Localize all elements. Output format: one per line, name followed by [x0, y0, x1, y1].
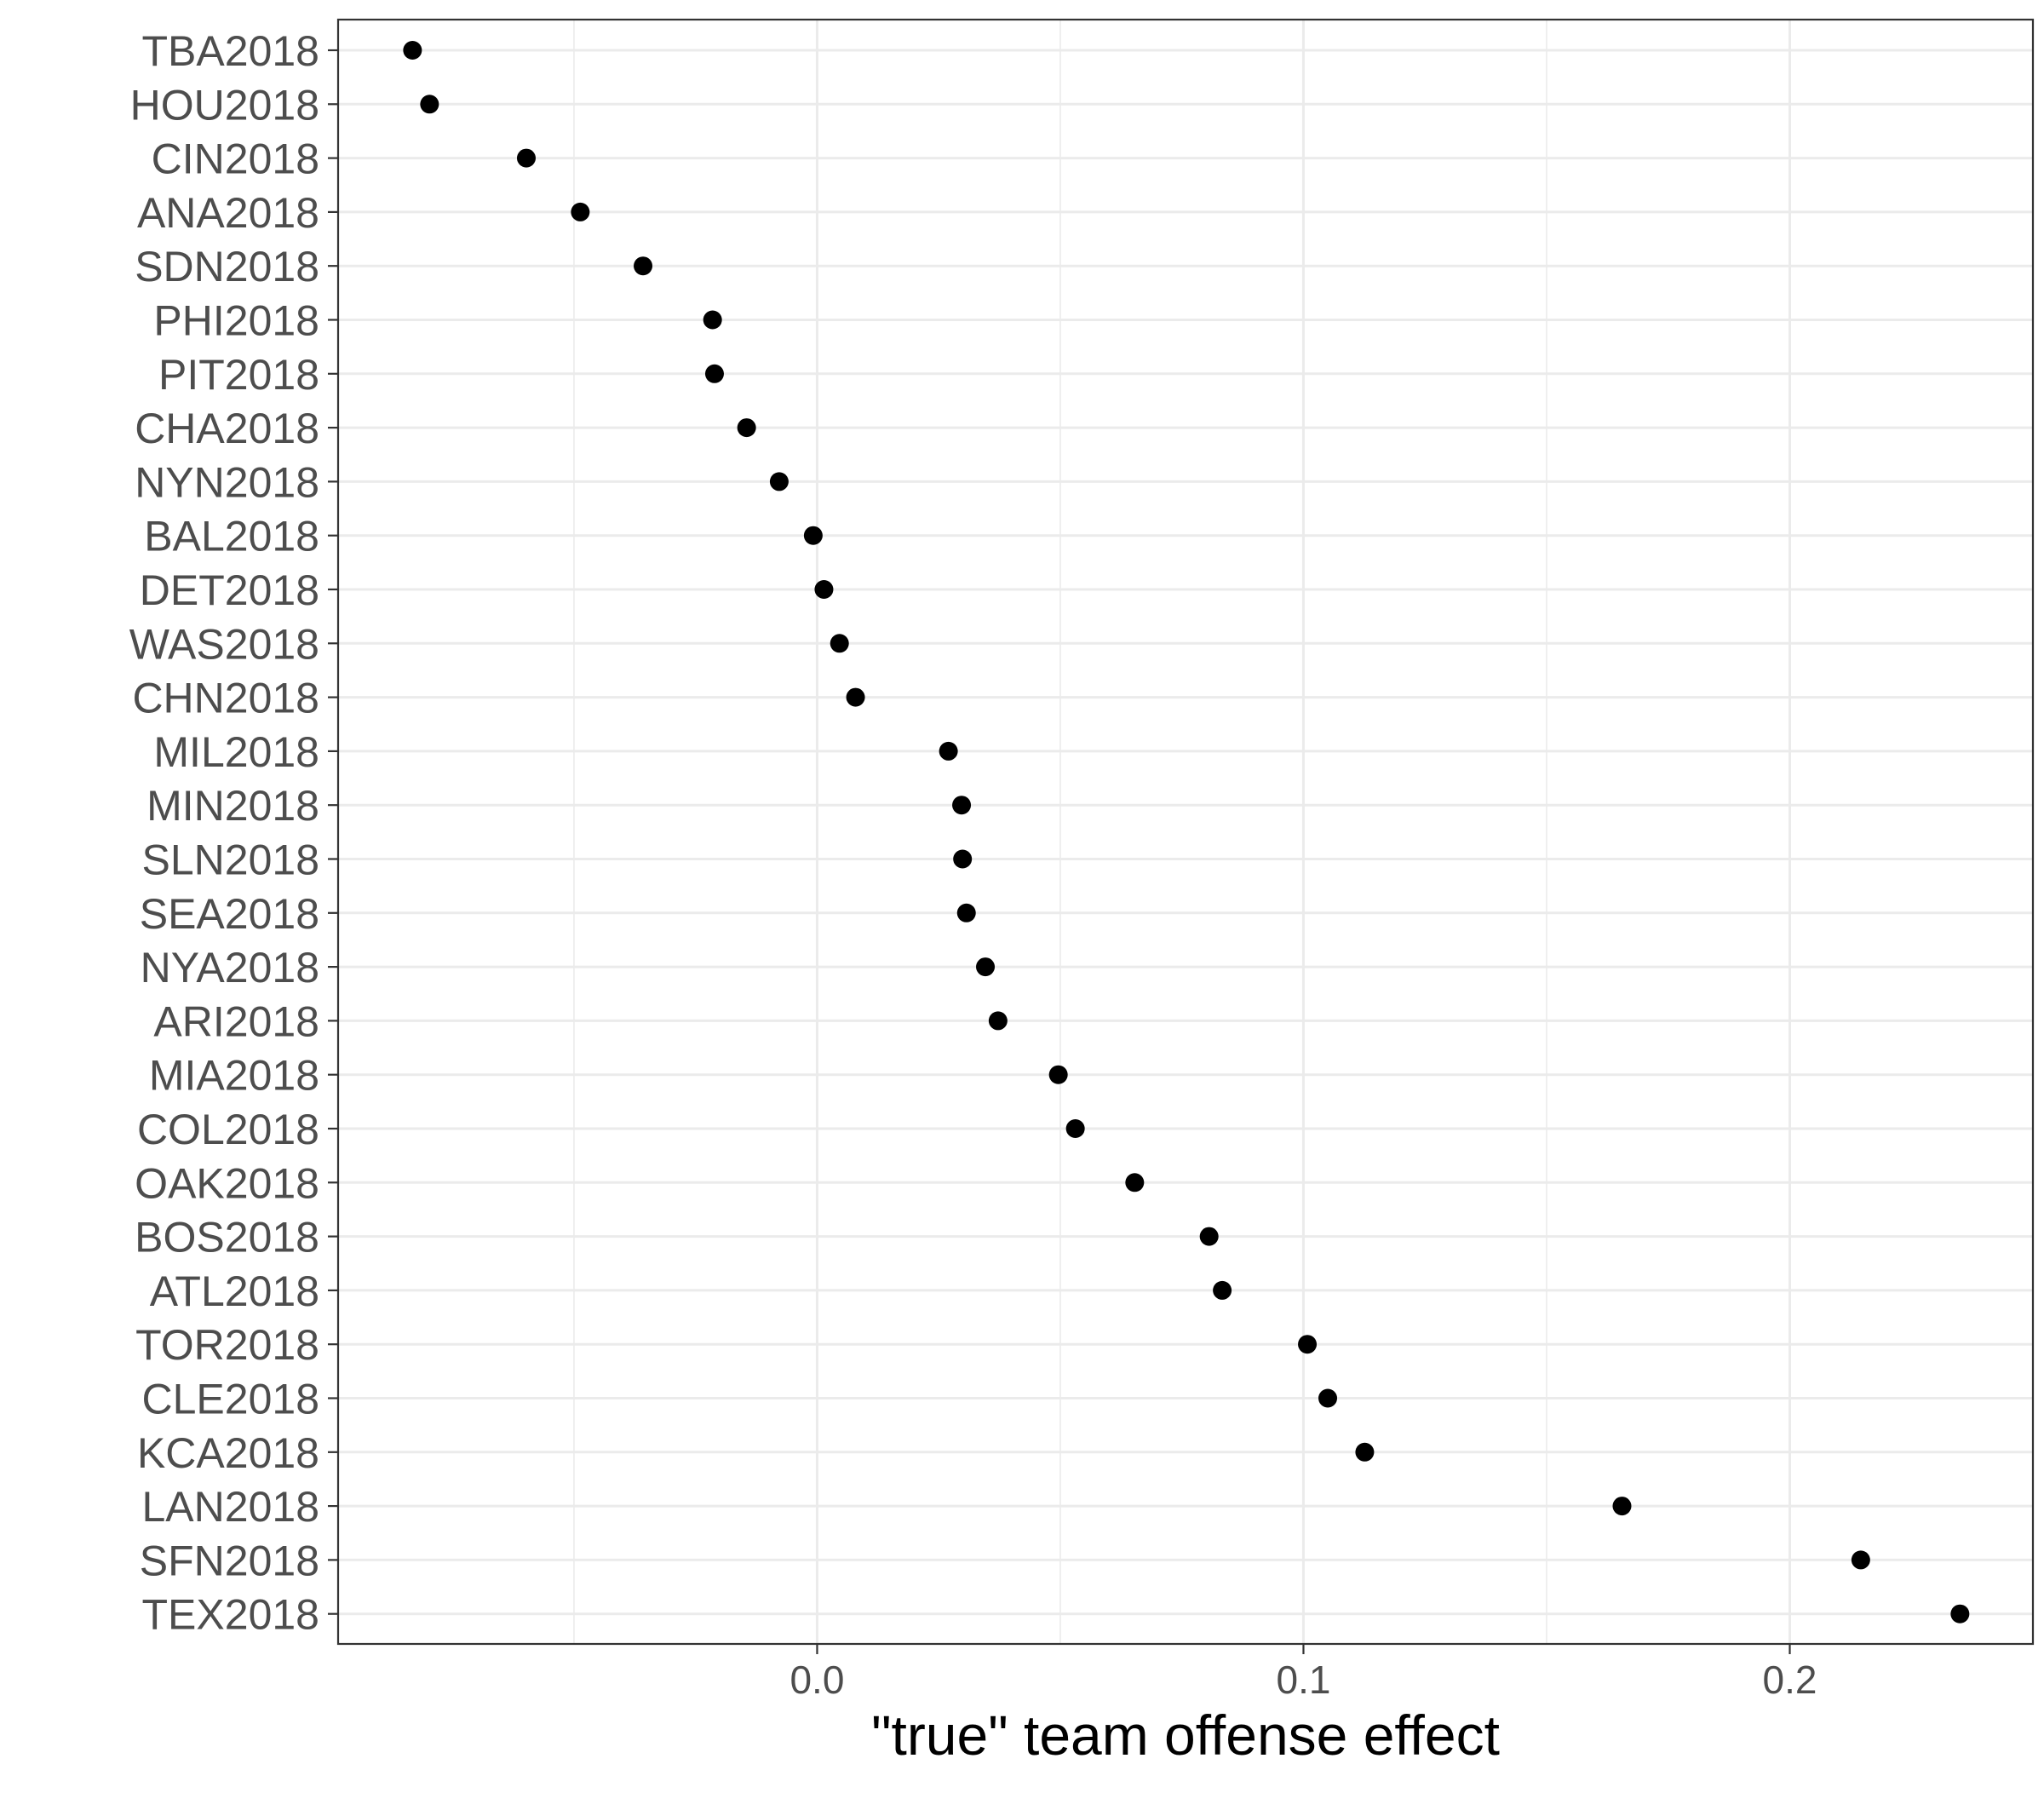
major-gridlines: [338, 20, 2033, 1644]
y-tick-label: HOU2018: [130, 81, 319, 129]
data-point: [952, 796, 972, 815]
y-tick-label: PHI2018: [153, 297, 319, 345]
data-point: [1199, 1227, 1219, 1246]
y-tick-label: NYA2018: [141, 944, 319, 991]
y-tick-label: BAL2018: [144, 513, 319, 560]
data-point: [403, 41, 422, 60]
data-point: [769, 472, 789, 491]
y-tick-label: SLN2018: [142, 836, 320, 884]
x-tick-label: 0.2: [1763, 1658, 1817, 1702]
data-point: [704, 364, 724, 383]
data-point: [1318, 1388, 1338, 1408]
y-tick-label: BOS2018: [135, 1214, 319, 1261]
y-tick-label: WAS2018: [129, 620, 319, 668]
data-point: [814, 580, 834, 599]
y-tick-label: TEX2018: [142, 1591, 319, 1639]
plot-border: [336, 18, 2035, 1646]
y-tick-label: TOR2018: [135, 1321, 319, 1369]
y-tick-label: CHN2018: [132, 675, 319, 722]
data-point: [1125, 1173, 1145, 1192]
x-axis: 0.0 0.1 0.2: [789, 1644, 1817, 1702]
data-point: [956, 903, 976, 922]
data-point: [1851, 1550, 1870, 1570]
y-tick-label: COL2018: [137, 1106, 319, 1153]
data-point: [1048, 1065, 1068, 1084]
data-point: [939, 741, 958, 761]
y-tick-label: KCA2018: [137, 1429, 319, 1477]
data-point: [1355, 1442, 1375, 1462]
data-point: [1065, 1119, 1085, 1138]
data-point: [953, 849, 973, 869]
data-point: [634, 256, 653, 276]
y-tick-label: SDN2018: [135, 243, 319, 290]
y-axis: TBA2018 HOU2018 CIN2018 ANA2018 SDN2018 PHI20…: [129, 27, 338, 1639]
y-tick-label: OAK2018: [135, 1159, 319, 1207]
y-tick-label: CIN2018: [152, 135, 319, 183]
y-tick-label: MIL2018: [153, 728, 319, 776]
data-point: [571, 202, 590, 221]
y-tick-label: NYN2018: [135, 458, 319, 506]
data-point: [516, 148, 536, 168]
y-tick-label: ANA2018: [137, 189, 319, 237]
y-tick-label: MIN2018: [146, 782, 319, 830]
y-tick-label: SEA2018: [140, 890, 319, 938]
y-tick-label: CHA2018: [135, 405, 319, 452]
data-point: [1950, 1604, 1970, 1623]
data-point: [703, 310, 722, 330]
data-point: [846, 687, 865, 707]
minor-gridlines: [573, 20, 1547, 1644]
plot-background: [338, 20, 2033, 1644]
x-tick-label: 0.0: [789, 1658, 844, 1702]
y-tick-label: ARI2018: [153, 997, 319, 1045]
data-point: [803, 526, 823, 545]
y-tick-label: CLE2018: [142, 1376, 320, 1423]
x-tick-label: 0.1: [1276, 1658, 1330, 1702]
data-point: [1612, 1497, 1632, 1516]
y-tick-label: DET2018: [140, 566, 319, 614]
data-point: [420, 95, 439, 114]
y-tick-label: PIT2018: [158, 351, 319, 399]
data-point: [976, 957, 996, 977]
y-tick-label: ATL2018: [150, 1267, 319, 1315]
x-axis-title: "true" team offense effect: [871, 1704, 1500, 1767]
data-point: [830, 634, 849, 653]
y-tick-label: SFN2018: [140, 1537, 319, 1584]
y-tick-label: LAN2018: [142, 1483, 320, 1531]
data-point: [1213, 1280, 1232, 1300]
y-tick-label: MIA2018: [149, 1052, 319, 1100]
data-points: [403, 41, 1970, 1623]
y-tick-label: TBA2018: [142, 27, 319, 75]
data-point: [1298, 1335, 1318, 1354]
data-point: [988, 1011, 1008, 1031]
data-point: [737, 418, 756, 438]
